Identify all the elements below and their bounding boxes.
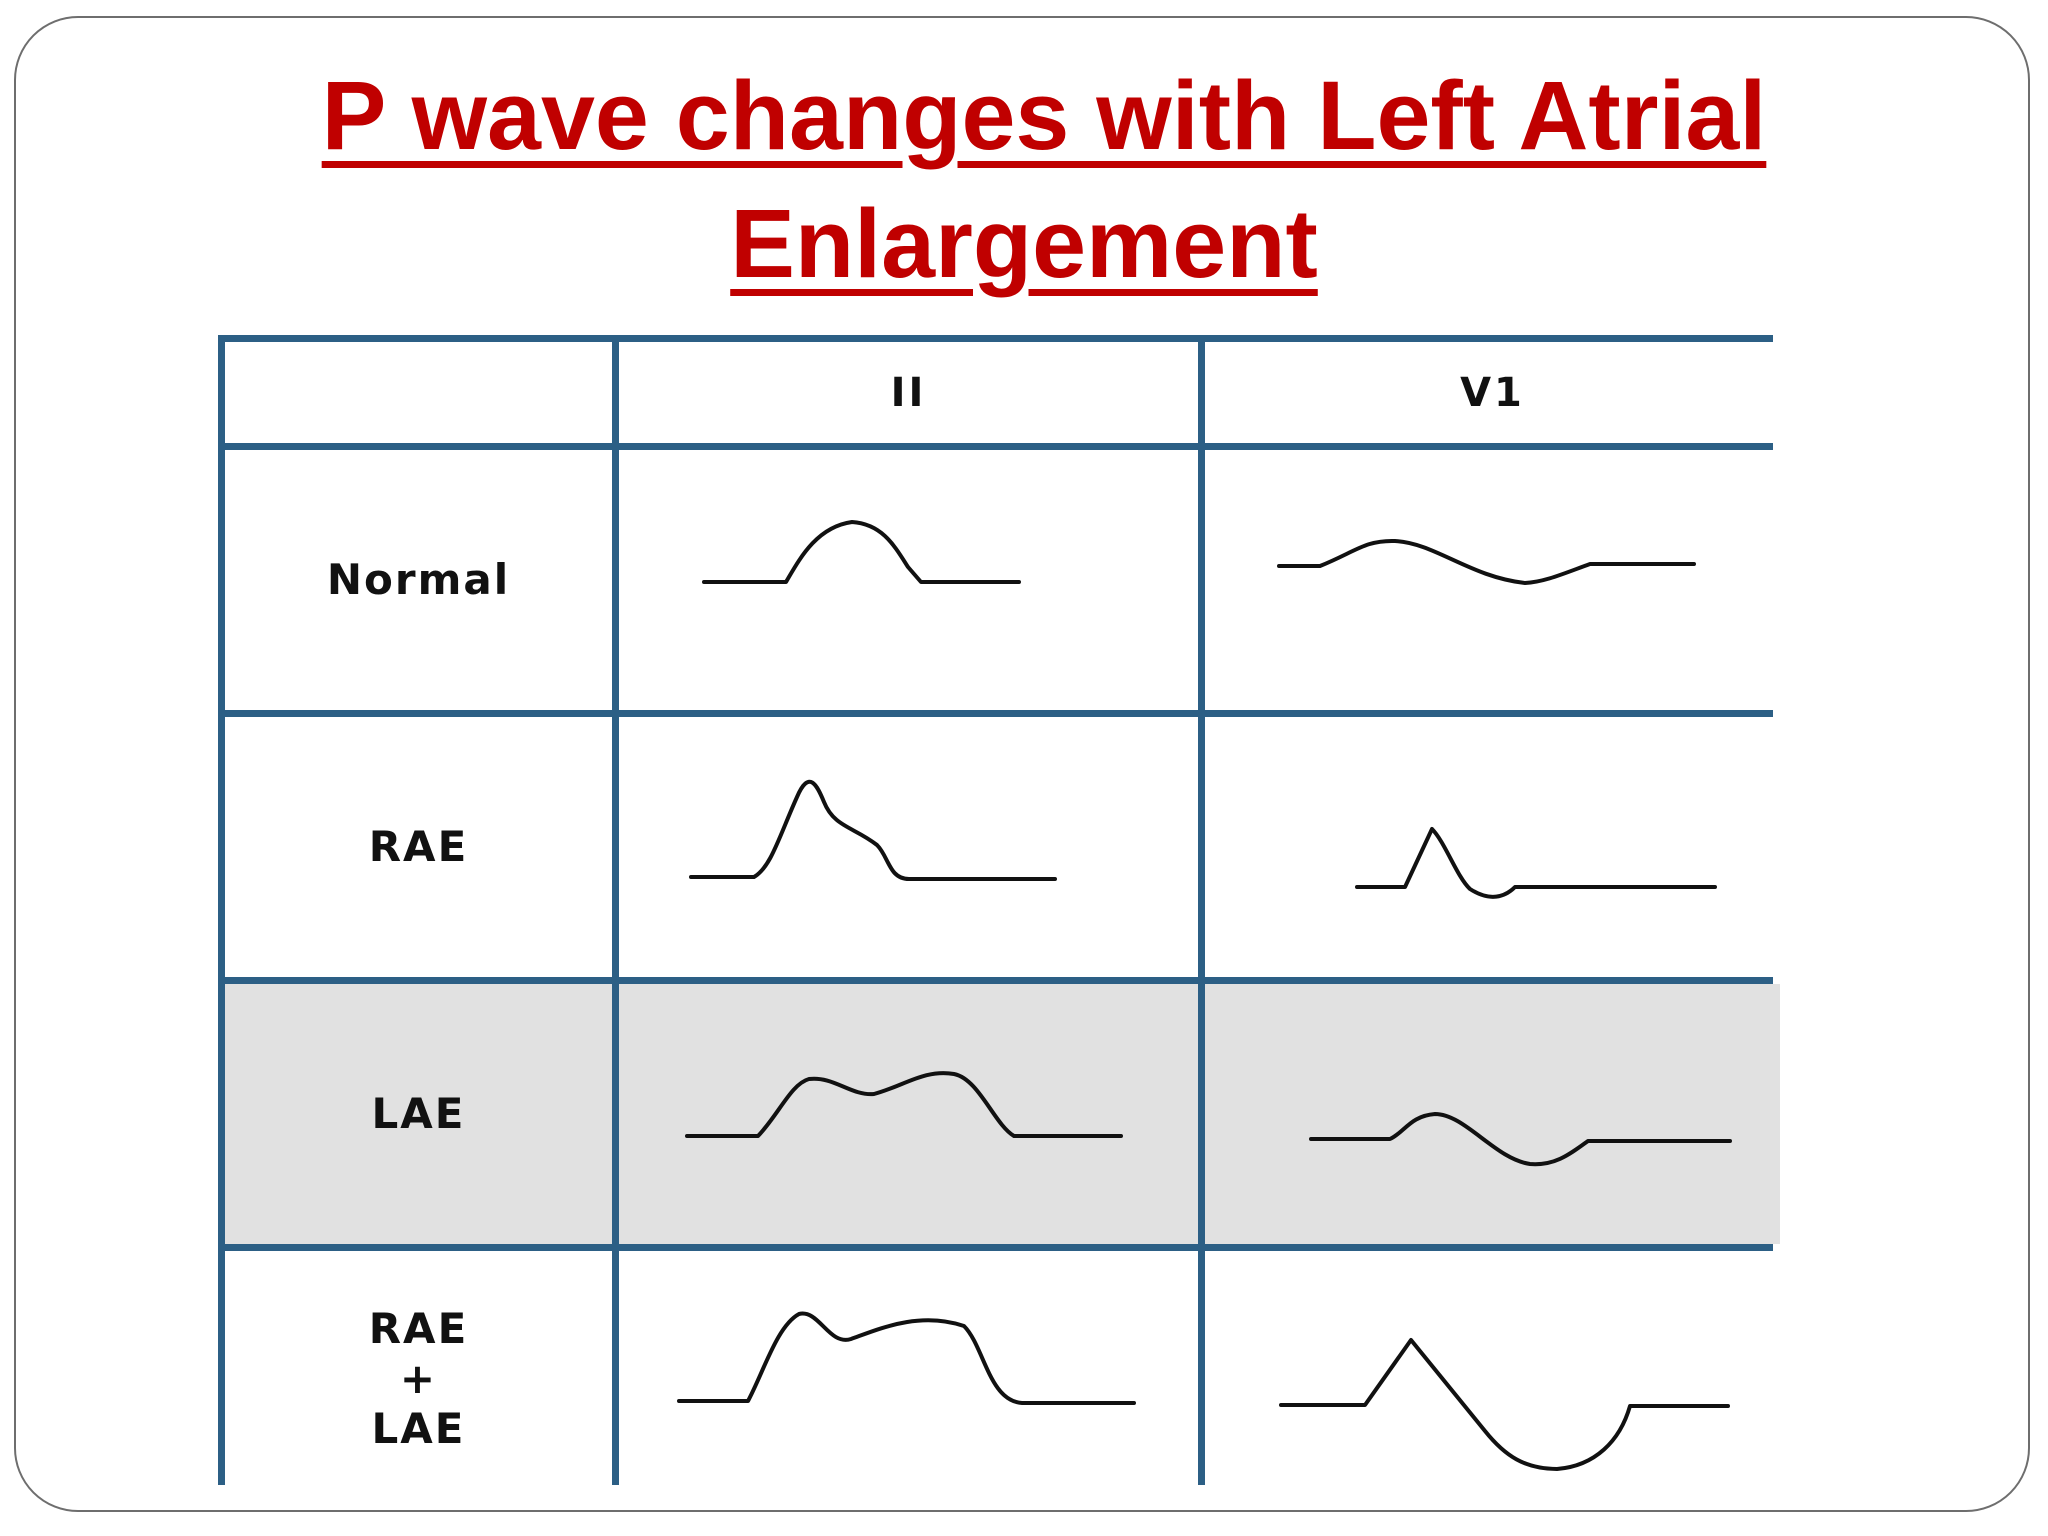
normal-v1-waveform <box>1277 538 1696 585</box>
row-label-rae: RAE <box>225 717 612 977</box>
lead-v1-label: V1 <box>1460 369 1525 416</box>
normal-v1-cell <box>1205 450 1780 710</box>
row-label-normal: Normal <box>225 450 612 710</box>
rae-v1-cell <box>1205 717 1780 977</box>
rae-lae-v1-cell <box>1205 1251 1780 1506</box>
rae-lae-ii-cell <box>619 1251 1198 1506</box>
rae-lae-v1-waveform <box>1279 1338 1730 1471</box>
lead-ii-label: II <box>890 369 927 416</box>
rae-v1-waveform <box>1355 827 1717 899</box>
lae-ii-waveform <box>685 1071 1123 1138</box>
slide-title: P wave changes with Left Atrial Enlargem… <box>0 52 2048 308</box>
rae-ii-cell <box>619 717 1198 977</box>
header-blank-cell <box>225 342 612 443</box>
row-label-lae: LAE <box>225 984 612 1244</box>
lae-v1-waveform <box>1309 1112 1732 1167</box>
title-line-1: P wave changes with Left Atrial <box>321 61 1767 170</box>
p-wave-table: II V1 Normal RAE LAE <box>218 335 1780 1506</box>
rae-lae-ii-waveform <box>677 1311 1136 1405</box>
title-line-2: Enlargement <box>730 189 1318 298</box>
lae-ii-cell <box>619 984 1198 1244</box>
header-lead-v1: V1 <box>1205 342 1780 443</box>
normal-ii-waveform <box>702 520 1021 584</box>
normal-ii-cell <box>619 450 1198 710</box>
header-lead-ii: II <box>619 342 1198 443</box>
rae-ii-waveform <box>689 779 1057 881</box>
row-label-rae-lae: RAE + LAE <box>225 1251 612 1506</box>
lae-v1-cell <box>1205 984 1780 1244</box>
